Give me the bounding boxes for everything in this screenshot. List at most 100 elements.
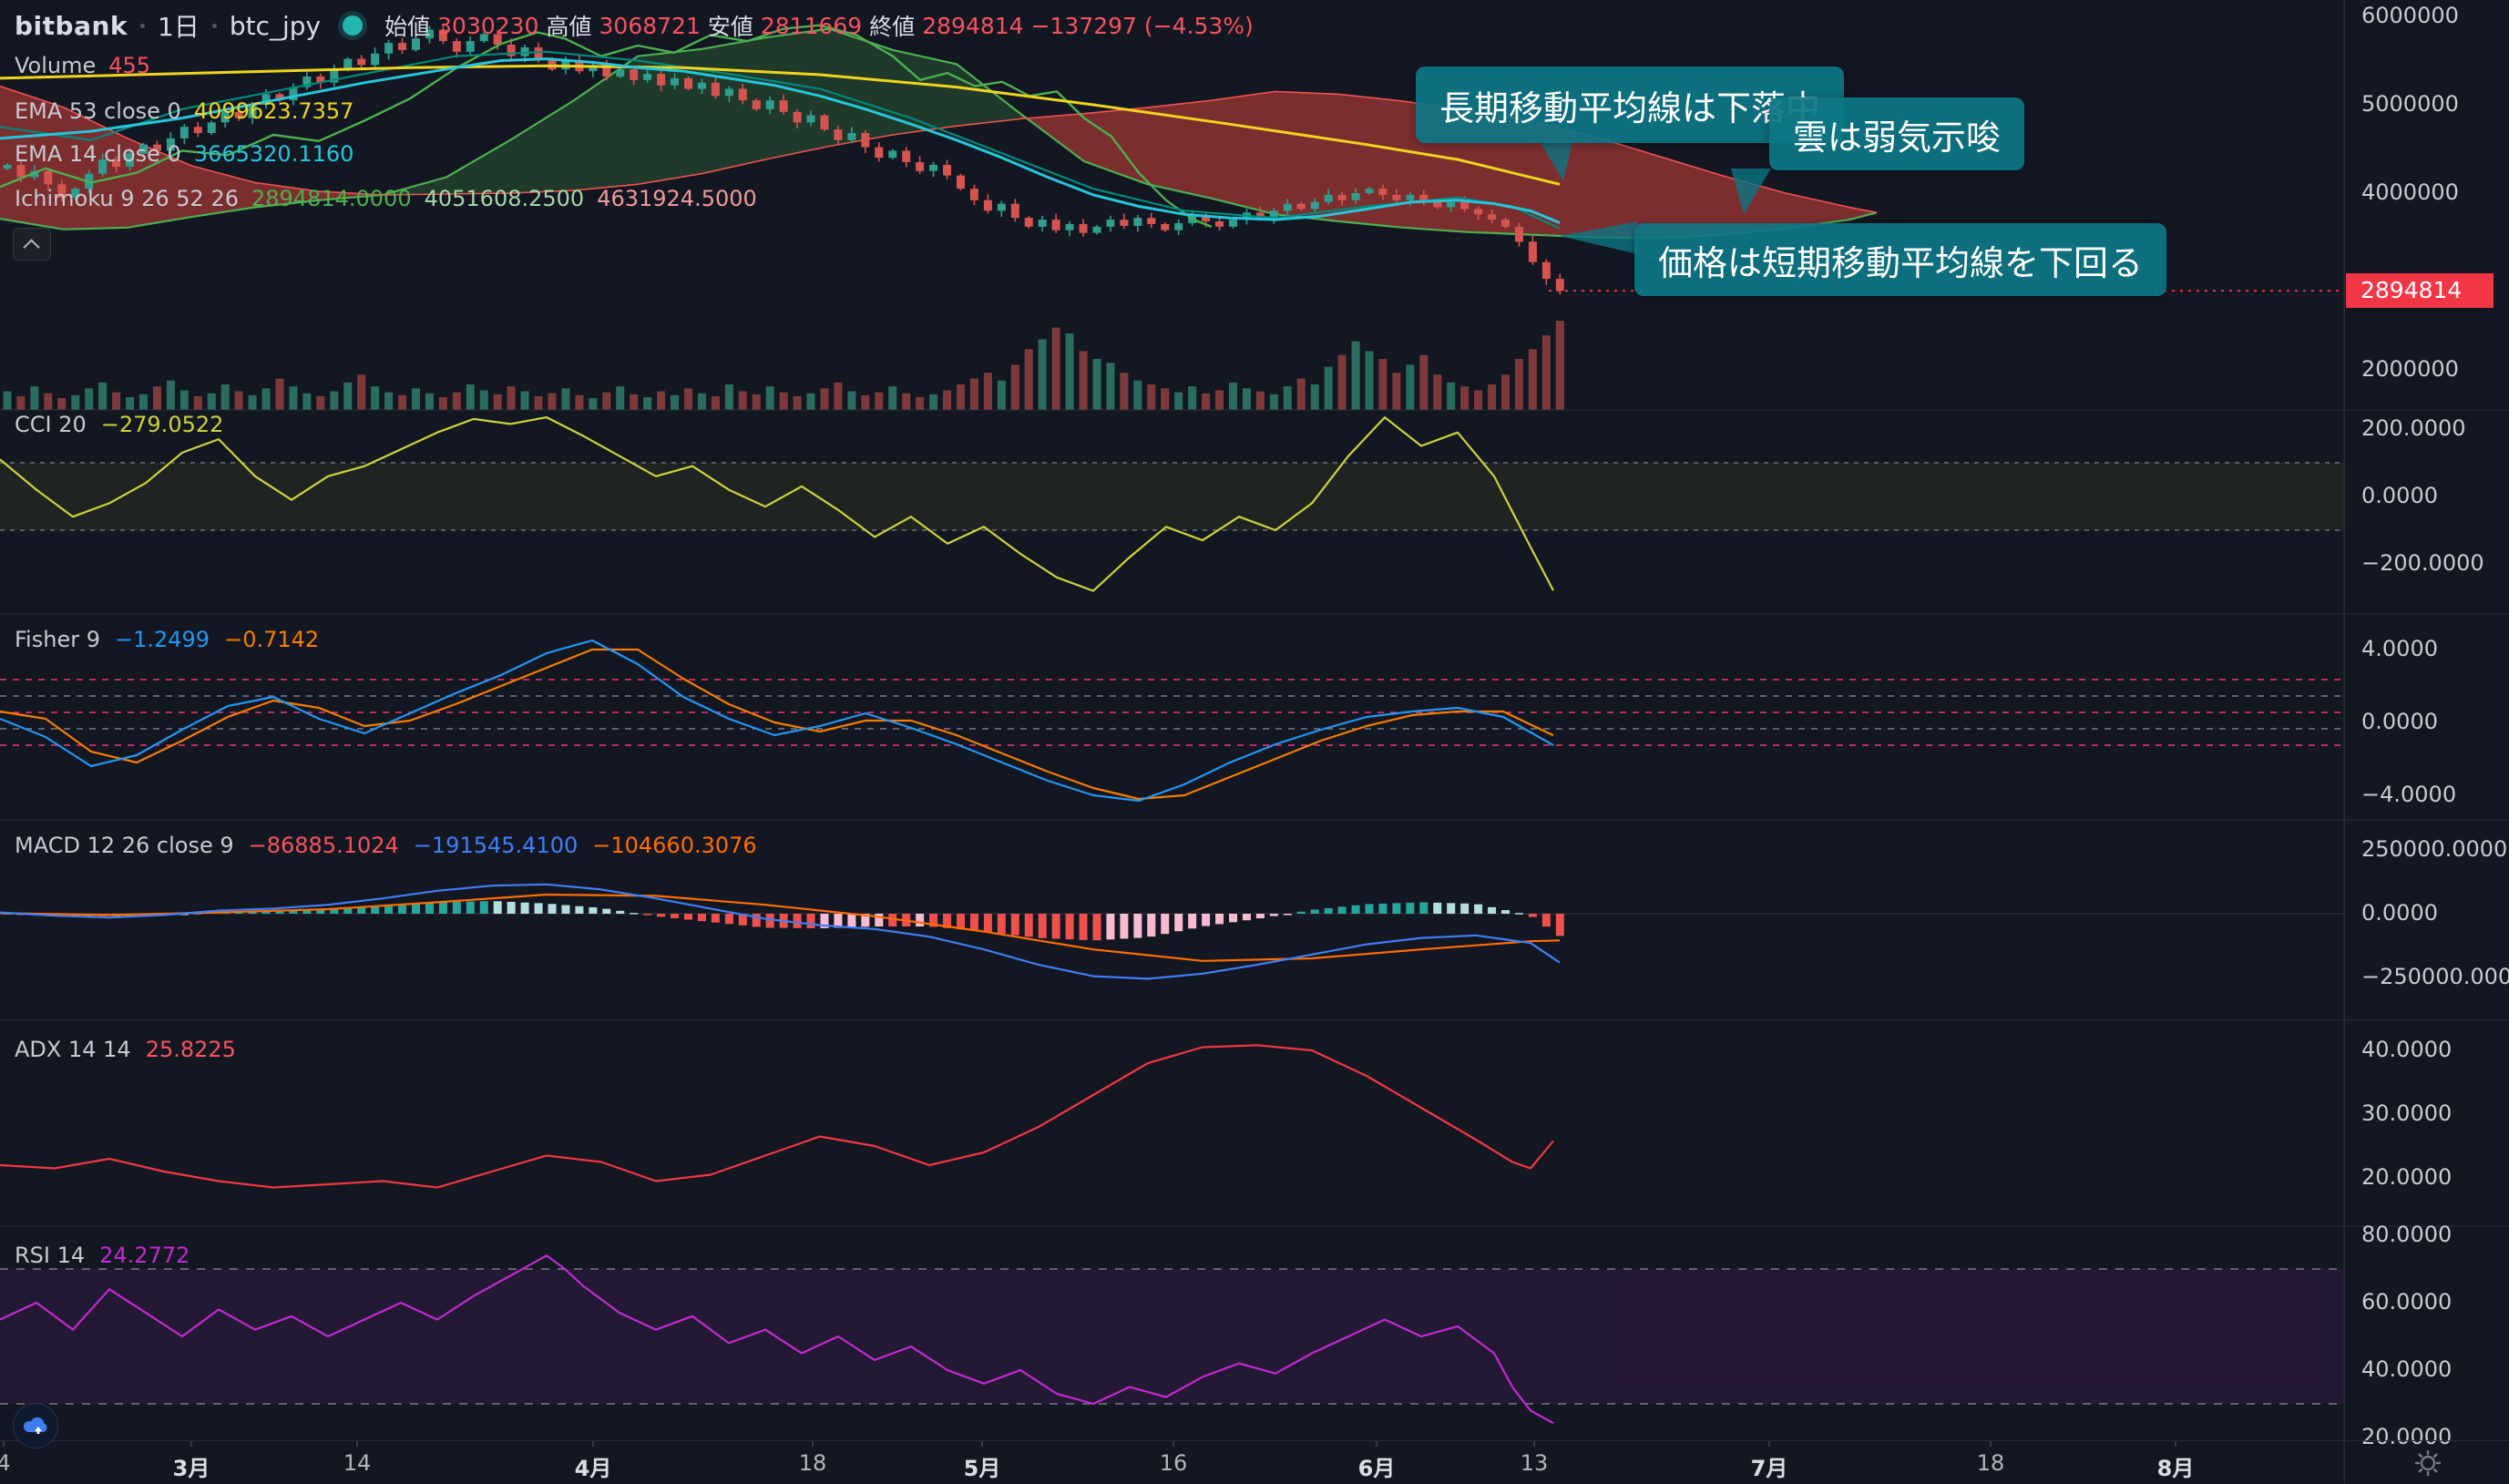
candle-body xyxy=(738,88,747,101)
axis-settings-corner[interactable] xyxy=(2344,1440,2509,1484)
cci-axis-tick: 200.0000 xyxy=(2361,415,2466,441)
adx-legend[interactable]: ADX 14 14 25.8225 xyxy=(15,1037,236,1062)
collapse-legend-button[interactable] xyxy=(13,228,51,261)
volume-bar xyxy=(602,392,611,410)
ichimoku-legend[interactable]: Ichimoku 9 26 52 26 2894814.0000 4051608… xyxy=(15,186,757,211)
kumo-cloud-green xyxy=(829,28,893,147)
time-axis[interactable]: 4 3月 14 4月 18 5月 16 6月 13 7月 18 8月 xyxy=(0,1440,2509,1484)
time-axis-label: 5月 xyxy=(963,1456,1001,1481)
candle-body xyxy=(875,147,884,159)
main-axis-tick: 4000000 xyxy=(2361,179,2459,205)
macd-histogram-bar xyxy=(765,914,774,928)
candle-body xyxy=(1310,201,1319,210)
volume-bar xyxy=(1514,359,1523,410)
cci-label: CCI 20 xyxy=(15,412,87,437)
macd-signal-value: −104660.3076 xyxy=(592,833,757,858)
tradingview-logo[interactable] xyxy=(13,1403,58,1448)
candle-body xyxy=(1065,223,1074,230)
candle-body xyxy=(1202,216,1211,222)
candle-body xyxy=(1051,220,1060,230)
candle-body xyxy=(1038,220,1047,227)
candle-body xyxy=(820,115,829,130)
volume-bar xyxy=(179,390,189,410)
candle-body xyxy=(1419,194,1429,202)
macd-histogram-bar xyxy=(1065,914,1074,940)
candle-body xyxy=(765,100,774,109)
candle-body xyxy=(957,175,965,189)
candle-body xyxy=(711,82,720,97)
ema53-legend[interactable]: EMA 53 close 0 4099623.7357 xyxy=(15,98,353,124)
cci-line xyxy=(0,416,1554,592)
candle-body xyxy=(1133,218,1142,226)
candle-body xyxy=(1010,203,1019,219)
volume-bar xyxy=(1215,390,1224,410)
cci-legend[interactable]: CCI 20 −279.0522 xyxy=(15,412,223,437)
volume-bar xyxy=(861,394,870,410)
fisher-axis-tick: 0.0000 xyxy=(2361,709,2438,734)
macd-histogram-bar xyxy=(671,914,680,918)
market-status-icon[interactable] xyxy=(343,15,364,36)
volume-bar xyxy=(1501,374,1510,410)
candle-body xyxy=(943,164,952,176)
volume-bar xyxy=(44,393,53,410)
candle-body xyxy=(697,82,706,89)
symbol-button[interactable]: btc_jpy xyxy=(229,10,322,41)
volume-bar xyxy=(16,395,26,410)
candle-body xyxy=(1337,194,1347,200)
candle-body xyxy=(261,94,271,105)
volume-bar xyxy=(371,386,380,410)
macd-histogram-bar xyxy=(261,911,271,914)
volume-bar xyxy=(1024,349,1033,410)
macd-histogram-bar xyxy=(1447,903,1456,914)
macd-histogram-bar xyxy=(1133,914,1142,938)
macd-histogram-bar xyxy=(1269,914,1278,916)
volume-bar xyxy=(398,394,407,410)
candle-body xyxy=(330,69,339,83)
candle-body xyxy=(969,189,978,200)
interval-button[interactable]: 1日 xyxy=(158,12,200,42)
price-axis[interactable]: 2894814 6000000 5000000 4000000 2000000 200.… xyxy=(2344,0,2509,1449)
macd-histogram-bar xyxy=(371,906,380,914)
kumo-cloud-green xyxy=(510,100,574,193)
kumo-cloud-red xyxy=(1658,156,1722,239)
volume-bar xyxy=(98,382,108,410)
macd-histogram-bar xyxy=(1365,904,1374,914)
macd-histogram-bar xyxy=(724,914,733,925)
macd-histogram-bar xyxy=(983,914,992,933)
adx-label: ADX 14 14 xyxy=(15,1037,131,1062)
macd-histogram-bar xyxy=(1351,905,1360,914)
annotation-price-below-ma[interactable]: 価格は短期移動平均線を下回る xyxy=(1634,223,2167,296)
fisher-legend[interactable]: Fisher 9 −1.2499 −0.7142 xyxy=(15,627,319,652)
volume-bar xyxy=(1242,388,1251,410)
macd-histogram-bar xyxy=(643,914,652,916)
rsi-legend[interactable]: RSI 14 24.2772 xyxy=(15,1243,189,1268)
macd-histogram-bar xyxy=(1541,914,1551,927)
candle-body xyxy=(902,150,911,163)
macd-histogram-bar xyxy=(752,914,761,927)
candle-body xyxy=(57,184,67,198)
macd-histogram-bar xyxy=(438,902,447,914)
candle-body xyxy=(929,164,938,171)
volume-bar xyxy=(1269,394,1278,410)
candle-body xyxy=(1501,220,1510,227)
gear-icon[interactable] xyxy=(2412,1448,2443,1479)
ichimoku-value-1: 2894814.0000 xyxy=(251,186,412,211)
macd-histogram-bar xyxy=(1392,903,1401,914)
exchange-name[interactable]: bitbank xyxy=(15,10,128,41)
macd-histogram-bar xyxy=(1106,914,1115,940)
kumo-cloud-green xyxy=(765,28,829,160)
volume-bar xyxy=(1433,374,1442,410)
macd-histogram-bar xyxy=(997,914,1006,934)
candle-body xyxy=(861,133,870,148)
candle-body xyxy=(166,138,175,151)
macd-legend[interactable]: MACD 12 26 close 9 −86885.1024 −191545.4… xyxy=(15,833,757,858)
volume-bar xyxy=(330,391,339,410)
annotation-cloud-bearish[interactable]: 雲は弱気示唆 xyxy=(1769,97,2025,170)
time-axis-label: 16 xyxy=(1159,1450,1188,1476)
candle-body xyxy=(343,58,353,70)
volume-legend[interactable]: Volume 455 xyxy=(15,53,150,78)
ema14-legend[interactable]: EMA 14 close 0 3665320.1160 xyxy=(15,141,353,167)
macd-histogram-bar xyxy=(1488,906,1497,914)
